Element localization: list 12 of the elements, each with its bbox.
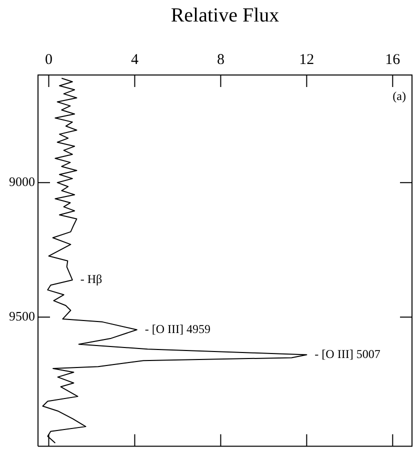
annotation: (a) <box>392 89 406 104</box>
y-tick-label: 9500 <box>9 308 35 324</box>
x-tick-label: 16 <box>385 52 401 68</box>
annotation: - Hβ <box>80 272 102 286</box>
x-tick-label: 8 <box>216 52 224 68</box>
annotation: - [O III] 5007 <box>314 346 380 361</box>
x-axis-title: Relative Flux <box>170 4 280 26</box>
x-tick-label: 12 <box>299 52 314 68</box>
x-tick-label: 0 <box>44 52 52 68</box>
annotation: - [O III] 4959 <box>144 322 211 336</box>
x-tick-label: 4 <box>130 52 139 68</box>
y-tick-label: 9000 <box>9 174 35 190</box>
